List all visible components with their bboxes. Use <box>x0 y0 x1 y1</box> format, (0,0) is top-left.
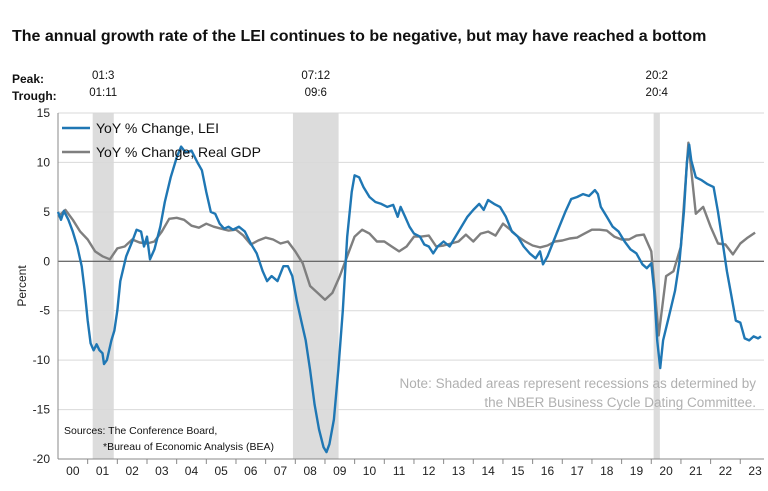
recession-peak-date: 01:3 <box>92 70 115 82</box>
x-tick-label: 10 <box>363 464 377 478</box>
legend-label: YoY % Change, LEI <box>96 120 219 136</box>
y-tick-label: -10 <box>33 353 51 367</box>
x-tick-label: 19 <box>630 464 644 478</box>
x-tick-label: 08 <box>303 464 317 478</box>
note-text: Note: Shaded areas represent recessions … <box>400 376 757 391</box>
x-tick-label: 02 <box>125 464 139 478</box>
x-tick-label: 06 <box>244 464 258 478</box>
x-tick-label: 07 <box>274 464 288 478</box>
x-tick-label: 15 <box>511 464 525 478</box>
source-text: Sources: The Conference Board, <box>64 425 217 437</box>
note-text: the NBER Business Cycle Dating Committee… <box>484 395 756 410</box>
x-tick-label: 22 <box>719 464 733 478</box>
peak-label: Peak: <box>12 72 45 86</box>
x-tick-label: 11 <box>393 464 406 478</box>
x-tick-label: 01 <box>96 464 110 478</box>
series-line <box>57 141 756 337</box>
x-tick-label: 18 <box>600 464 614 478</box>
recession-band <box>653 113 660 459</box>
x-tick-label: 23 <box>748 464 762 478</box>
x-tick-label: 03 <box>155 464 169 478</box>
x-tick-label: 21 <box>689 464 703 478</box>
recession-band <box>292 113 339 459</box>
recession-trough-date: 01:11 <box>89 87 118 99</box>
y-axis-label: Percent <box>15 265 29 307</box>
recession-peak-date: 20:2 <box>645 70 668 82</box>
trough-label: Trough: <box>12 89 57 103</box>
x-tick-label: 13 <box>452 464 466 478</box>
chart-title: The annual growth rate of the LEI contin… <box>12 28 707 45</box>
recession-peak-date: 07:12 <box>301 70 331 82</box>
series-line <box>56 143 762 454</box>
x-tick-label: 12 <box>422 464 436 478</box>
recession-trough-date: 09:6 <box>304 87 327 99</box>
y-tick-label: -15 <box>33 403 51 417</box>
y-tick-label: 15 <box>37 106 51 120</box>
source-text: *Bureau of Economic Analysis (BEA) <box>103 441 274 453</box>
recession-trough-date: 20:4 <box>645 87 668 99</box>
y-tick-label: 0 <box>43 254 50 268</box>
x-tick-label: 20 <box>659 464 673 478</box>
x-tick-label: 16 <box>541 464 555 478</box>
y-tick-label: -5 <box>39 304 50 318</box>
y-tick-label: 10 <box>37 155 51 169</box>
x-tick-label: 00 <box>66 464 80 478</box>
y-tick-label: -20 <box>33 452 51 466</box>
x-tick-label: 14 <box>481 464 495 478</box>
x-tick-label: 05 <box>214 464 228 478</box>
x-tick-label: 04 <box>185 464 199 478</box>
legend-label: YoY % Change, Real GDP <box>96 144 261 160</box>
recession-band <box>92 113 114 459</box>
y-tick-label: 5 <box>43 205 50 219</box>
x-tick-label: 17 <box>570 464 584 478</box>
x-tick-label: 09 <box>333 464 347 478</box>
